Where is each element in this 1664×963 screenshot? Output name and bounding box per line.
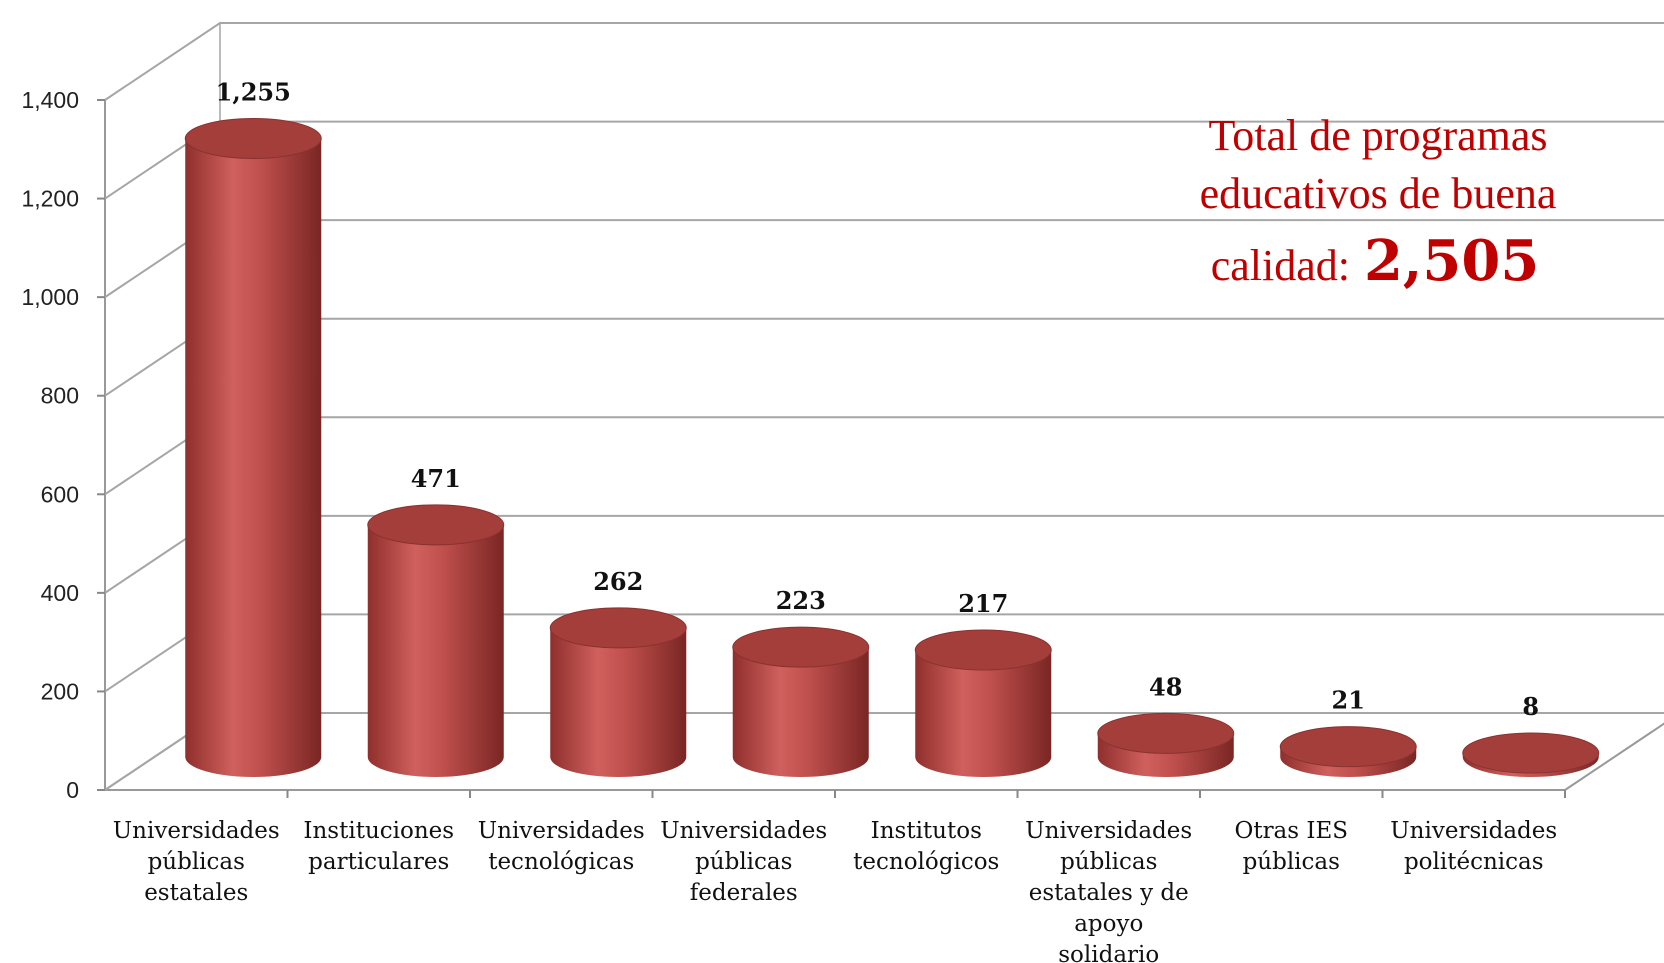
category-label: Universidades públicas estatales y de apoyo… [1025, 818, 1192, 963]
y-tick-label: 1,400 [21, 87, 79, 113]
bar [184, 117, 322, 778]
bar-body [185, 138, 322, 778]
bar [549, 607, 687, 778]
data-label: 217 [958, 589, 1008, 618]
category-label: Universidades públicas estatales [113, 818, 280, 906]
category-label: Institutos tecnológicos [853, 818, 999, 875]
bar [1097, 712, 1235, 778]
category-label: Universidades tecnológicas [478, 818, 645, 875]
bar-body [732, 647, 869, 778]
bar-body [550, 627, 687, 778]
bar-top [1462, 732, 1600, 774]
data-label: 1,255 [216, 77, 291, 106]
bar-body [367, 524, 504, 778]
data-label: 223 [776, 586, 826, 615]
y-axis-ticks: 0 200 400 600 800 1,000 1,200 1,400 [21, 87, 105, 803]
bar [732, 626, 870, 778]
bar-body [915, 650, 1052, 778]
y-tick-label: 400 [41, 580, 79, 606]
data-label: 48 [1149, 672, 1182, 701]
data-labels: 1,255 471 262 223 217 48 21 8 [216, 77, 1539, 721]
data-label: 262 [593, 567, 643, 596]
bar [1462, 732, 1600, 778]
category-label: Universidades politécnicas [1390, 818, 1557, 875]
gridline [104, 317, 1664, 397]
bars [184, 117, 1600, 778]
annotation-total-value: 2,505 [1364, 228, 1539, 294]
y-tick-label: 600 [41, 481, 79, 507]
bar-top [732, 626, 870, 668]
y-tick-label: 200 [41, 678, 79, 704]
bar-top [914, 629, 1052, 671]
data-label: 21 [1332, 686, 1365, 715]
y-tick-label: 0 [66, 777, 79, 803]
gridline [104, 514, 1664, 594]
category-label: Universidades públicas federales [660, 818, 827, 906]
data-label: 471 [411, 464, 461, 493]
total-annotation: Total de programas educativos de buena c… [1200, 111, 1557, 294]
y-tick-label: 800 [41, 383, 79, 409]
bar-top [1279, 726, 1417, 768]
data-label: 8 [1522, 692, 1539, 721]
gridline [104, 416, 1664, 496]
y-tick-label: 1,200 [21, 186, 79, 212]
bar-top [549, 607, 687, 649]
x-axis-labels: Universidades públicas estatales Institucio… [113, 790, 1566, 963]
bar [914, 629, 1052, 778]
bar-top [184, 117, 322, 159]
bar [1279, 726, 1417, 778]
annotation-prefix: calidad: [1211, 241, 1350, 290]
annotation-line-1: Total de programas [1208, 111, 1547, 160]
bar-top [1097, 712, 1235, 754]
y-tick-label: 1,000 [21, 284, 79, 310]
bar-top [367, 504, 505, 546]
category-label: Otras IES públicas [1234, 818, 1348, 875]
gridline [104, 613, 1664, 693]
annotation-line-2: educativos de buena [1200, 169, 1557, 218]
gridline [104, 712, 1664, 791]
gridline [104, 22, 1664, 101]
bar [367, 504, 505, 778]
annotation-line-3: calidad: 2,505 [1211, 228, 1540, 294]
category-label: Instituciones particulares [303, 818, 454, 875]
